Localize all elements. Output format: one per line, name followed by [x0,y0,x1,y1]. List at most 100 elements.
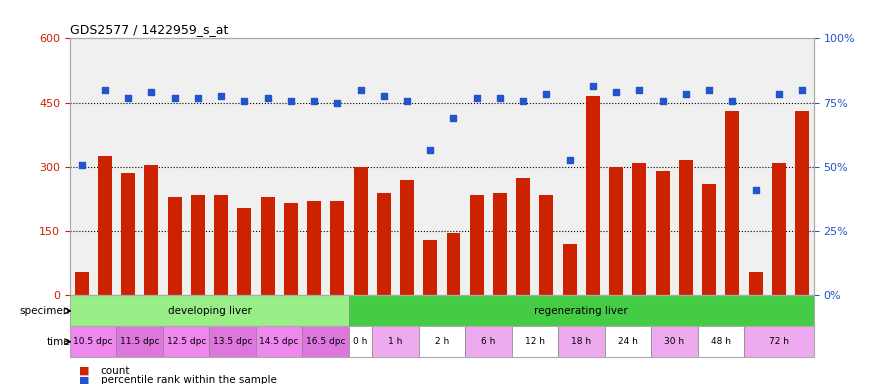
Bar [354,167,367,295]
Bar [586,96,600,295]
Bar [98,156,112,295]
Point [354,87,367,93]
Point [795,87,809,93]
Bar [540,195,554,295]
Point [261,95,275,101]
Text: 11.5 dpc: 11.5 dpc [120,337,159,346]
FancyBboxPatch shape [209,326,256,357]
Bar [74,272,88,295]
Point [168,95,182,101]
FancyBboxPatch shape [697,326,744,357]
Bar [424,240,438,295]
Bar [168,197,182,295]
FancyBboxPatch shape [349,295,814,326]
Point [655,98,669,104]
Text: 18 h: 18 h [571,337,592,346]
Bar [470,195,484,295]
Text: 6 h: 6 h [481,337,495,346]
Point [307,98,321,104]
Bar [725,111,739,295]
Point [586,83,600,89]
Bar [446,233,460,295]
Point [470,95,484,101]
FancyBboxPatch shape [256,326,303,357]
Point [424,147,438,153]
Bar [655,171,669,295]
Text: ■: ■ [79,366,89,376]
Text: 12 h: 12 h [525,337,545,346]
Point [237,98,251,104]
Bar [284,204,298,295]
FancyBboxPatch shape [349,326,372,357]
Point [121,95,135,101]
Point [284,98,298,104]
Text: 2 h: 2 h [435,337,449,346]
Point [633,87,647,93]
Text: regenerating liver: regenerating liver [535,306,628,316]
Point [772,91,786,97]
Text: 14.5 dpc: 14.5 dpc [260,337,299,346]
Bar [679,161,693,295]
Text: 1 h: 1 h [388,337,402,346]
Text: time: time [46,337,70,347]
Bar [493,193,507,295]
FancyBboxPatch shape [651,326,697,357]
Point [725,98,739,104]
Point [330,99,344,106]
Point [609,89,623,95]
Bar [749,272,763,295]
Point [144,89,158,95]
Bar [609,167,623,295]
Text: 72 h: 72 h [769,337,789,346]
Text: 0 h: 0 h [354,337,367,346]
FancyBboxPatch shape [512,326,558,357]
Bar [772,163,786,295]
Point [749,187,763,194]
Bar [377,193,391,295]
Bar [191,195,205,295]
Bar [516,178,530,295]
Text: ■: ■ [79,375,89,384]
Bar [144,165,158,295]
Point [516,98,530,104]
Point [540,91,554,97]
Text: percentile rank within the sample: percentile rank within the sample [101,375,276,384]
Text: GDS2577 / 1422959_s_at: GDS2577 / 1422959_s_at [70,23,228,36]
Point [214,93,228,99]
Point [400,98,414,104]
Text: 12.5 dpc: 12.5 dpc [166,337,206,346]
Point [98,87,112,93]
Text: developing liver: developing liver [167,306,251,316]
Bar [307,201,321,295]
Bar [261,197,275,295]
Text: specimen: specimen [19,306,70,316]
Text: 10.5 dpc: 10.5 dpc [74,337,113,346]
Bar [795,111,809,295]
FancyBboxPatch shape [605,326,651,357]
FancyBboxPatch shape [303,326,349,357]
Text: 13.5 dpc: 13.5 dpc [213,337,253,346]
Point [563,157,577,164]
Bar [703,184,716,295]
Point [191,95,205,101]
Bar [121,173,135,295]
Point [74,162,88,168]
Bar [331,201,344,295]
FancyBboxPatch shape [70,326,116,357]
FancyBboxPatch shape [466,326,512,357]
FancyBboxPatch shape [163,326,209,357]
Text: 30 h: 30 h [664,337,684,346]
Bar [214,195,228,295]
Point [446,114,460,121]
Point [493,95,507,101]
FancyBboxPatch shape [558,326,605,357]
Bar [633,163,647,295]
FancyBboxPatch shape [116,326,163,357]
Bar [563,244,577,295]
Bar [237,208,251,295]
FancyBboxPatch shape [744,326,814,357]
Point [377,93,391,99]
Text: 16.5 dpc: 16.5 dpc [306,337,346,346]
Text: 48 h: 48 h [710,337,731,346]
Bar [400,180,414,295]
